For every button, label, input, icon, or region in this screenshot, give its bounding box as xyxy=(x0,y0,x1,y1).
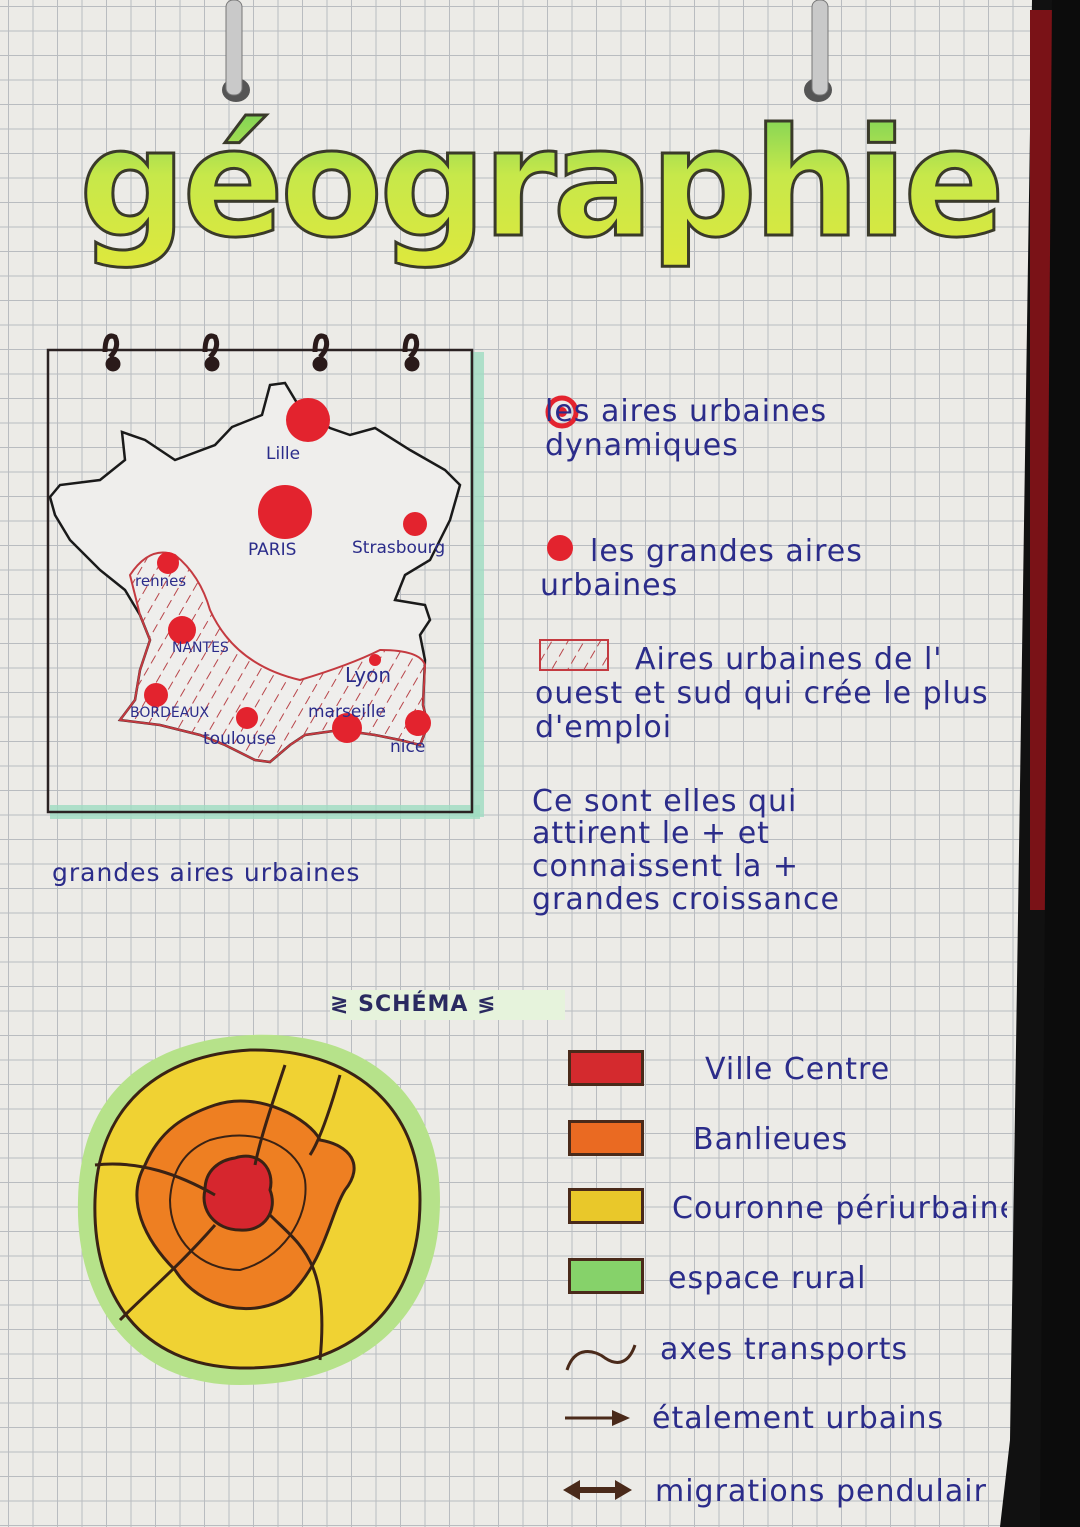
wave-icon xyxy=(565,1344,637,1371)
hatched-region xyxy=(118,551,430,764)
note-line: connaissent la + xyxy=(532,849,800,884)
arrow-icon xyxy=(565,1410,630,1426)
city-label-paris: PARIS xyxy=(248,540,297,560)
schema-heading-text: SCHÉMA xyxy=(358,992,469,1017)
city-label-nice: nice xyxy=(390,737,426,757)
page-title: géographie xyxy=(79,97,1001,271)
swatch-suburbs xyxy=(568,1120,644,1156)
legend-commuting: migrations pendulair xyxy=(655,1475,987,1509)
legend-large-areas: les grandes aires urbaines xyxy=(540,534,863,603)
hatched-box-icon xyxy=(539,639,609,671)
note-line: attirent le + et xyxy=(532,816,770,851)
swatch-city-centre xyxy=(568,1050,644,1086)
binder-ring-icon xyxy=(222,0,832,102)
legend-transport-axes: axes transports xyxy=(660,1332,909,1367)
city-label-lille: Lille xyxy=(266,444,301,464)
double-arrow-icon xyxy=(563,1480,632,1500)
target-dot-icon xyxy=(545,395,579,429)
city-label-bordeaux: BORDEAUX xyxy=(130,705,210,721)
urban-schema-drawing xyxy=(77,1034,441,1385)
legend-periurban: Couronne périurbaine xyxy=(672,1192,1007,1226)
city-label-toulouse: toulouse xyxy=(203,729,277,749)
schema-heading: ≷ SCHÉMA ≶ xyxy=(330,992,497,1017)
red-cover xyxy=(1030,10,1052,910)
city-label-marseille: marseille xyxy=(308,702,386,722)
legend-west-south-areas: Aires urbaines de l' ouest et sud qui cr… xyxy=(535,642,989,745)
legend-urban-sprawl: étalement urbains xyxy=(652,1401,945,1436)
swatch-periurban xyxy=(568,1188,644,1224)
city-label-strasbourg: Strasbourg xyxy=(352,538,446,558)
legend-city-centre: Ville Centre xyxy=(705,1052,891,1087)
swatch-rural xyxy=(568,1258,644,1294)
city-label-rennes: rennes xyxy=(135,572,187,590)
legend-rural: espace rural xyxy=(668,1261,867,1296)
red-dot-icon xyxy=(547,535,573,561)
legend-dynamic-areas: les aires urbaines dynamiques xyxy=(545,394,828,463)
city-label-nantes: NANTES xyxy=(172,640,229,656)
note-line: Ce sont elles qui xyxy=(532,784,798,819)
city-label-lyon: Lyon xyxy=(345,663,392,687)
map-caption: grandes aires urbaines xyxy=(52,858,361,887)
note-line: grandes croissance xyxy=(532,882,840,917)
spiral-icon xyxy=(102,333,420,372)
legend-suburbs: Banlieues xyxy=(693,1122,849,1157)
city-dots xyxy=(144,398,431,743)
map-figure xyxy=(46,333,484,819)
